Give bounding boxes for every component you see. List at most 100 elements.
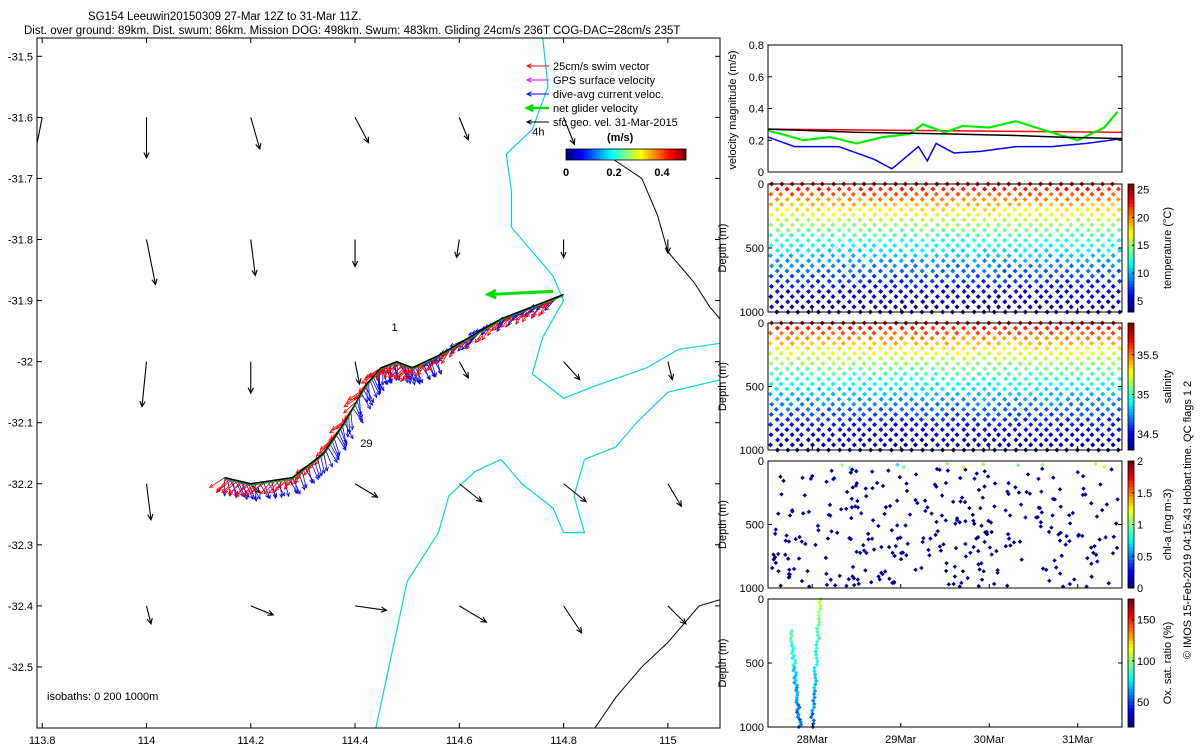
map-x-tick-label: 115 [659,735,677,747]
geo-velocity-arrow [145,483,154,522]
chl-colorbar-tick-label: 1.5 [1137,488,1152,500]
swim-vector-arrow [228,481,244,494]
geo-velocity-arrow [145,239,158,286]
swim-vector-arrow [343,400,358,414]
geo-velocity-arrow [459,605,488,623]
dive-avg-current-arrow [301,470,308,489]
chl-ylabel: Depth (m) [717,500,729,549]
temperature-y-tick-label: 500 [746,243,764,255]
velocity-y-tick-label: 0.8 [749,40,764,52]
oxygen-colorbar-tick-label: 150 [1137,615,1155,627]
temperature-colorbar: 5 10 15 20 25 temperature (°C) [1127,183,1174,313]
speed-colorbar: 0 0.2 0.4 [563,148,687,179]
map-y-tick-label: -32.2 [8,479,33,491]
map-x-tick-label: 114 [138,735,156,747]
dive-avg-current-arrow [337,431,347,450]
oxygen-colorbar: 50 100 150 Ox. sat. ratio (%) [1127,598,1174,728]
velocity-series-net-glider-velocity [767,110,1119,145]
temperature-scatter-points [768,181,1123,315]
dive-avg-current-arrow [367,382,372,402]
dive-avg-current-arrow [356,400,364,419]
velocity-frame [767,44,1123,173]
swim-vector-arrow [389,364,405,377]
swim-vector-arrow [268,479,281,495]
swim-vector-arrow [217,479,233,492]
legend-swatch [525,63,549,69]
glider-track [208,293,564,503]
geo-velocity-arrow [563,361,581,381]
velocity-ylabel: velocity magnitude (m/s) [727,50,739,169]
time-x-tick-label: 30Mar [974,734,1006,746]
imos-credit: © IMOS 15-Feb-2019 04:15:43 Hobart time.… [1182,381,1194,659]
map-y-tick-label: -32.4 [8,601,33,613]
dive-avg-current-arrow [345,418,350,438]
oxygen-y-tick-label: 1000 [740,722,764,734]
track-line-green [224,295,564,486]
swim-vector-arrow [396,366,412,380]
geo-velocity-arrow [354,605,388,613]
temperature-colorbar-label: temperature (°C) [1162,207,1174,289]
dive-avg-current-arrow [344,422,354,440]
map-x-tick-label: 114.8 [550,735,577,747]
geo-velocity-arrow [250,117,262,151]
swim-vector-arrow [360,372,377,384]
velocity-panel: 0 0.2 0.4 0.6 0.8 velocity magnitude (m/s) [727,40,1123,179]
velocity-y-tick-label: 0 [758,167,764,179]
velocity-y-tick-label: 0.6 [749,72,764,84]
colorbar-tick-label: 0 [563,167,569,179]
map-annotation: 1 [392,322,398,334]
salinity-colorbar-tick-label: 35.5 [1137,350,1158,362]
salinity-colorbar-tick-label: 35 [1137,389,1149,401]
salinity-colorbar-label: salinity [1162,369,1174,403]
dive-avg-current-arrow [320,455,326,475]
dive-avg-current-arrow [369,380,378,399]
geo-velocity-arrow [247,361,254,395]
map-y-tick-label: -31.7 [8,173,33,185]
geo-velocity-arrow [354,361,362,386]
chl-colorbar-tick-label: 0.5 [1137,551,1152,563]
temperature-y-tick-label: 1000 [740,307,764,319]
chl-colorbar-tick-label: 1 [1137,520,1143,532]
salinity-y-tick-label: 0 [758,318,764,330]
temperature-colorbar-tick-label: 20 [1137,212,1149,224]
geo-velocity-arrow [250,239,258,277]
map-x-tick-label: 114.6 [446,735,473,747]
dive-avg-current-arrow [347,415,352,435]
legend-label: sfc geo. vel. 31-Mar-2015 [553,117,678,129]
map-frame [36,37,721,729]
dive-avg-current-arrow [327,446,338,464]
colorbar-title: (m/s) [607,132,634,144]
velocity-y-tick-label: 0.4 [749,104,764,116]
chl-y-tick-label: 0 [758,456,764,468]
geo-velocity-arrow [667,361,675,381]
velocity-series-swim-speed [767,128,1123,134]
legend-swatch [525,119,549,125]
map-x-tick-label: 113.8 [29,735,56,747]
legend-swatch [524,103,549,113]
dive-avg-current-arrow [310,462,319,481]
dive-avg-current-arrow [407,365,412,385]
dive-avg-current-arrow [333,437,341,457]
temperature-colorbar-tick-label: 10 [1137,268,1149,280]
geo-velocity-arrow [563,605,583,634]
chl-panel: 0 500 1000 Depth (m) 0 0.5 1 1.5 2 chl-a (mg m-3) [717,456,1174,595]
swim-vector-arrow [208,477,225,488]
geo-velocity-arrow [458,483,483,503]
chl-frame [767,460,1123,589]
map-panel: 1 29 4h isobaths: 0 200 1000m 25cm/s swim ve… [8,37,721,747]
chl-colorbar: 0 0.5 1 1.5 2 chl-a (mg m-3) [1127,456,1174,595]
geo-velocity-arrow [560,239,567,259]
chl-scatter-points [770,461,1120,589]
map-y-tick-label: -32.1 [8,418,33,430]
salinity-ylabel: Depth (m) [717,362,729,411]
figure-title: SG154 Leeuwin20150309 27-Mar 12Z to 31-M… [88,11,362,23]
colorbar-tick-label: 0.2 [606,167,621,179]
map-y-tick-label: -31.6 [8,112,33,124]
oxygen-colorbar-tick-label: 50 [1137,697,1149,709]
legend-label: dive-avg current veloc. [553,89,664,101]
track-line [224,293,564,485]
map-x-tick-label: 114.4 [342,735,369,747]
isobaths-label: isobaths: 0 200 1000m [47,691,158,703]
geo-velocity-arrow [667,483,683,508]
